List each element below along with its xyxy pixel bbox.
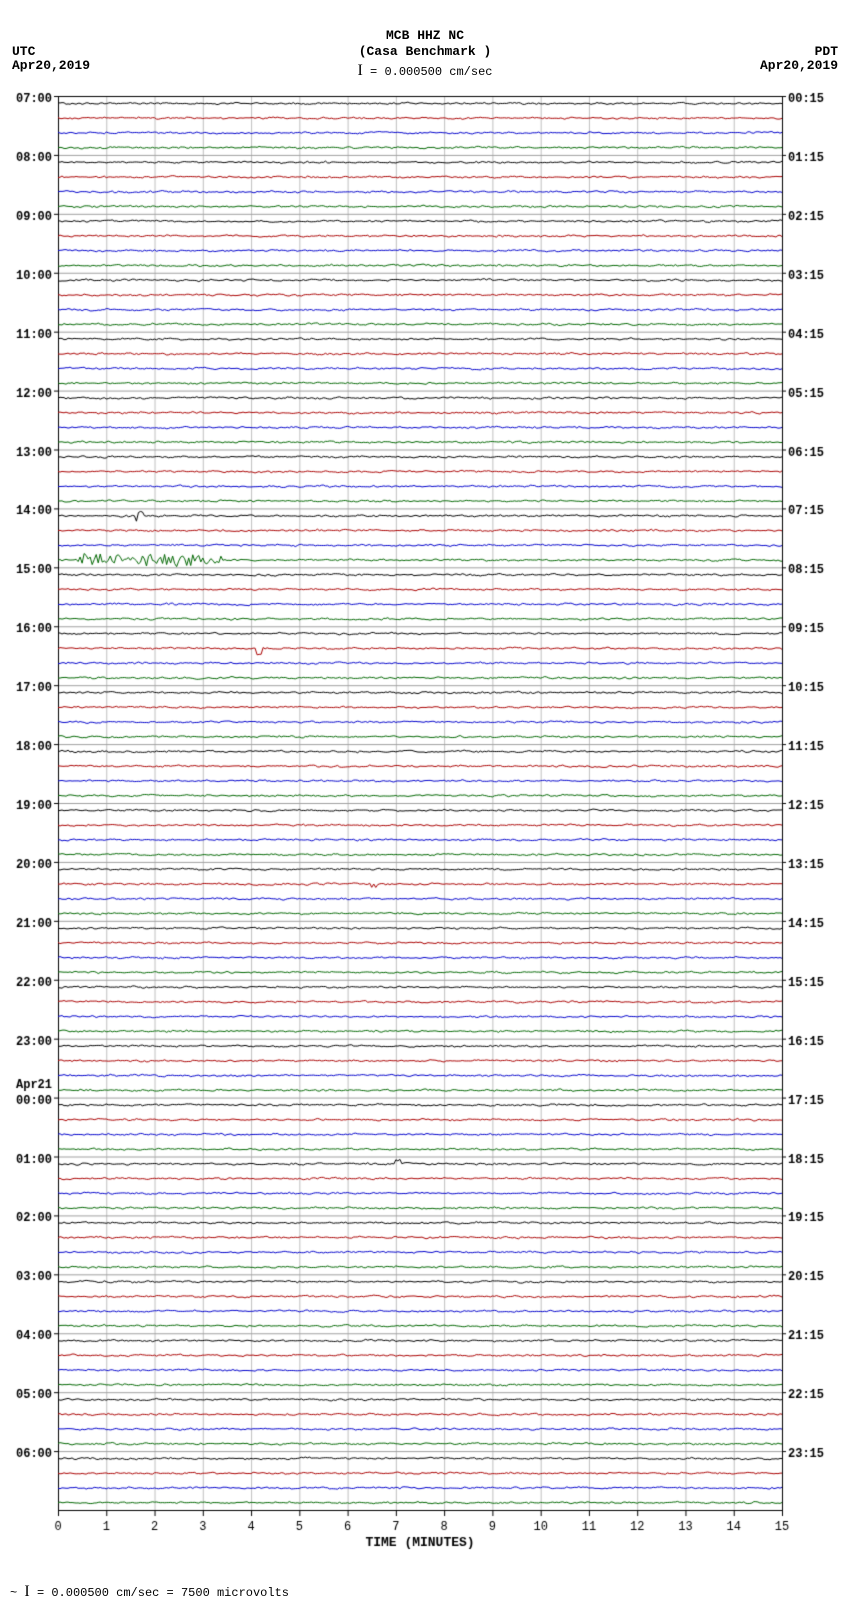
footer-text: = 0.000500 cm/sec = 7500 microvolts xyxy=(37,1586,289,1600)
footer-prefix: ~ xyxy=(10,1586,17,1600)
scale-bar-glyph: I xyxy=(358,62,363,79)
seismogram-plot xyxy=(0,90,850,1550)
footer-scale: ~ I = 0.000500 cm/sec = 7500 microvolts xyxy=(10,1583,289,1601)
site-subtitle: (Casa Benchmark ) xyxy=(0,44,850,59)
station-title: MCB HHZ NC xyxy=(0,28,850,43)
scale-text: = 0.000500 cm/sec xyxy=(370,65,492,79)
scale-indicator: I = 0.000500 cm/sec xyxy=(0,62,850,80)
footer-bar-glyph: I xyxy=(24,1583,29,1600)
